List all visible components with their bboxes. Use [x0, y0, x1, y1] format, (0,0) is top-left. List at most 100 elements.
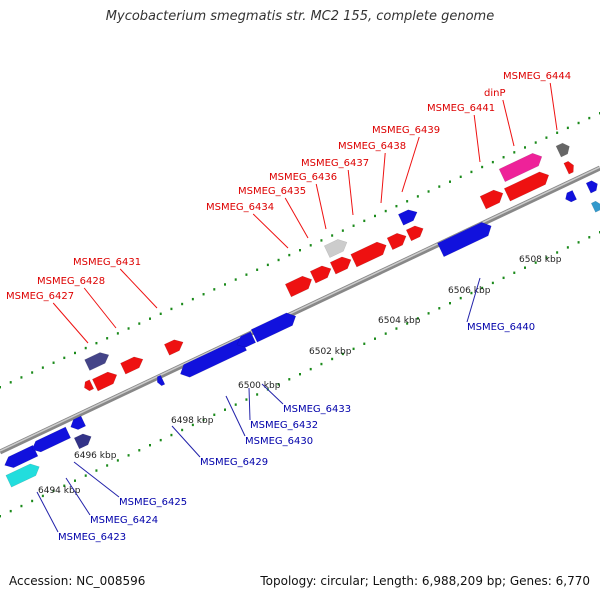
reverse-grid-dot [566, 246, 569, 249]
reverse-grid-dot [545, 256, 548, 259]
forward-leader-line [401, 136, 420, 193]
reverse-grid-dot [202, 418, 205, 422]
reverse-gene-label: MSMEG_6440 [467, 322, 535, 333]
reverse-grid-dot [513, 271, 516, 274]
forward-grid-dot [170, 307, 173, 311]
forward-grid-dot [256, 268, 259, 271]
forward-grid-dot [331, 234, 334, 237]
reverse-grid-dot [20, 504, 23, 508]
forward-leader-line [252, 213, 289, 249]
reverse-grid-dot [427, 312, 430, 315]
reverse-grid-dot [288, 378, 291, 381]
gene-6444b-arrow [563, 160, 574, 175]
forward-gene-label: MSMEG_6438 [338, 141, 406, 152]
forward-gene-label: MSMEG_6427 [6, 291, 74, 302]
forward-gene-label: dinP [484, 88, 506, 99]
forward-grid-dot [416, 195, 419, 198]
forward-grid-dot [470, 170, 473, 174]
forward-grid-dot [481, 165, 484, 169]
reverse-leader-line [261, 383, 284, 405]
forward-grid-dot [534, 141, 537, 144]
map-title: Mycobacterium smegmatis str. MC2 155, co… [105, 9, 495, 24]
reverse-leader-line [466, 277, 481, 323]
forward-leader-line [119, 268, 158, 309]
forward-leader-line [83, 287, 117, 329]
forward-leader-line [315, 183, 327, 230]
gene-6435-arrow [309, 265, 332, 284]
forward-grid-dot [384, 209, 387, 213]
reverse-grid-dot [234, 403, 237, 406]
forward-grid-dot [181, 302, 184, 306]
gene-6446-arrow [585, 180, 598, 194]
reverse-grid-dot [63, 484, 66, 487]
forward-grid-dot [459, 175, 462, 179]
gene-6429f-arrow [120, 356, 144, 375]
reverse-grid-dot [138, 449, 141, 452]
reverse-grid-dot [577, 241, 580, 244]
reverse-grid-dot [84, 474, 87, 477]
gene-6445-arrow [565, 190, 577, 203]
gene-6428b-arrow [84, 379, 95, 392]
reverse-grid-dot [491, 281, 494, 285]
forward-grid-dot [427, 190, 430, 193]
forward-grid-dot [438, 185, 441, 188]
forward-grid-dot [127, 327, 130, 330]
tick-label: 6506 kbp [448, 286, 491, 296]
gene-6439b-arrow [405, 225, 424, 242]
forward-grid-dot [234, 278, 237, 281]
reverse-grid-dot [524, 266, 526, 269]
reverse-gene-label: MSMEG_6424 [90, 515, 158, 526]
forward-grid-dot [0, 386, 1, 389]
tick-label: 6504 kbp [378, 316, 421, 326]
reverse-gene-label: MSMEG_6423 [58, 532, 126, 543]
forward-grid-dot [352, 224, 355, 227]
forward-grid-dot [588, 116, 591, 120]
reverse-grid-dot [31, 499, 34, 503]
reverse-leader-line [36, 491, 59, 533]
forward-gene-label: MSMEG_6441 [427, 103, 495, 114]
gene-6426-arrow [73, 433, 92, 450]
reverse-grid-dot [502, 276, 505, 280]
forward-gene-label: MSMEG_6437 [301, 158, 369, 169]
forward-grid-dot [491, 160, 494, 164]
forward-grid-dot [52, 361, 55, 364]
forward-grid-dot [277, 258, 280, 262]
reverse-grid-dot [534, 261, 537, 264]
forward-grid-dot [224, 283, 226, 286]
reverse-grid-dot [470, 291, 473, 295]
forward-grid-dot [577, 121, 580, 125]
forward-leader-line [52, 302, 89, 344]
forward-grid-dot [74, 351, 76, 355]
forward-leader-line [284, 197, 309, 239]
forward-grid-dot [63, 356, 66, 360]
gene-6442-arrow [498, 152, 543, 183]
gene-6444-arrow [555, 142, 570, 158]
reverse-leader-line [171, 425, 201, 458]
reverse-grid-dot [0, 515, 1, 518]
reverse-grid-dot [191, 423, 194, 427]
reverse-grid-dot [245, 398, 248, 401]
forward-grid-dot [395, 204, 398, 208]
reverse-grid-dot [170, 433, 173, 437]
gene-dinP-arrow [503, 171, 550, 202]
reverse-grid-dot [406, 322, 409, 325]
gene-6438-arrow [350, 241, 387, 268]
forward-grid-dot [213, 288, 216, 291]
reverse-grid-dot [416, 317, 419, 320]
forward-grid-dot [545, 136, 548, 139]
gene-6424-arrow [31, 426, 71, 453]
forward-grid-dot [31, 371, 34, 374]
gene-6436-arrow [329, 256, 352, 275]
reverse-grid-dot [116, 459, 119, 462]
reverse-grid-dot [149, 444, 151, 447]
gene-6432-arrow [236, 331, 257, 348]
reverse-gene-label: MSMEG_6425 [119, 497, 187, 508]
tick-label: 6496 kbp [74, 451, 117, 461]
reverse-gene-label: MSMEG_6429 [200, 457, 268, 468]
forward-grid-dot [266, 263, 269, 267]
reverse-grid-dot [320, 362, 323, 366]
genome-summary: Topology: circular; Length: 6,988,209 bp… [260, 574, 590, 588]
gene-6423b-arrow [5, 463, 40, 488]
tick-label: 6508 kbp [519, 255, 562, 265]
reverse-grid-dot [331, 357, 334, 361]
